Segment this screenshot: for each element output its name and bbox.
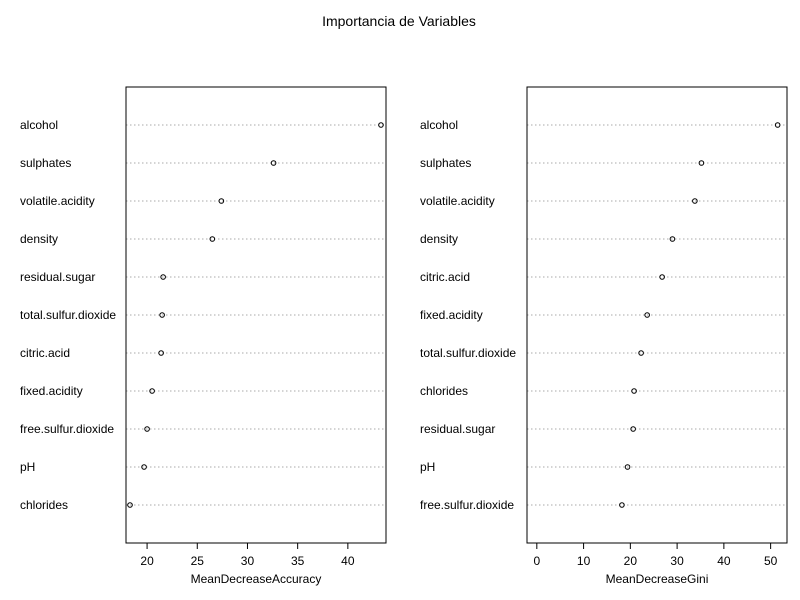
data-point	[141, 464, 147, 470]
category-label: pH	[420, 460, 435, 474]
data-point	[270, 160, 277, 166]
data-point	[149, 388, 155, 394]
category-label: chlorides	[20, 498, 68, 512]
category-label: volatile.acidity	[20, 194, 95, 208]
panel-2: alcohol sulphates volatile.acidity density c…	[420, 86, 788, 586]
category-label: fixed.acidity	[420, 308, 483, 322]
x-tick-label: 50	[764, 554, 778, 568]
x-tick-label: 40	[341, 554, 355, 568]
category-label: citric.acid	[20, 346, 70, 360]
data-point	[127, 502, 133, 508]
x-tick-label: 10	[577, 554, 591, 568]
category-label: free.sulfur.dioxide	[420, 498, 514, 512]
data-point	[644, 312, 650, 318]
category-label: alcohol	[420, 118, 458, 132]
category-label: density	[420, 232, 458, 246]
category-label: total.sulfur.dioxide	[420, 346, 516, 360]
category-label: fixed.acidity	[20, 384, 83, 398]
figure-title: Importancia de Variables	[322, 13, 476, 29]
data-point	[378, 122, 384, 128]
category-label: chlorides	[420, 384, 468, 398]
category-label: sulphates	[20, 156, 71, 170]
category-label: residual.sugar	[420, 422, 495, 436]
x-tick-label: 40	[717, 554, 731, 568]
data-point	[144, 426, 150, 432]
data-point	[619, 502, 625, 508]
data-point	[659, 274, 665, 280]
data-point	[638, 350, 644, 356]
category-label: pH	[20, 460, 35, 474]
x-axis-title: MeanDecreaseGini	[606, 572, 709, 586]
category-label: volatile.acidity	[420, 194, 495, 208]
x-tick-label: 35	[291, 554, 305, 568]
data-point	[631, 388, 637, 394]
category-label: residual.sugar	[20, 270, 95, 284]
category-label: total.sulfur.dioxide	[20, 308, 116, 322]
category-label: citric.acid	[420, 270, 470, 284]
data-point	[160, 274, 166, 280]
x-tick-label: 20	[140, 554, 154, 568]
category-label: density	[20, 232, 58, 246]
data-point	[624, 464, 631, 470]
category-label: alcohol	[20, 118, 58, 132]
data-point	[158, 350, 164, 356]
data-point	[669, 236, 676, 242]
data-point	[630, 426, 636, 432]
data-point	[209, 236, 216, 242]
x-tick-label: 0	[533, 554, 540, 568]
category-label: free.sulfur.dioxide	[20, 422, 114, 436]
data-point	[692, 198, 698, 204]
data-point	[218, 198, 225, 204]
data-point	[698, 160, 705, 166]
x-tick-label: 20	[624, 554, 638, 568]
x-tick-label: 30	[670, 554, 684, 568]
data-point	[774, 122, 781, 128]
data-point	[159, 312, 165, 318]
category-label: sulphates	[420, 156, 471, 170]
x-tick-label: 30	[241, 554, 255, 568]
panel-1: alcohol sulphates volatile.acidity density r…	[20, 86, 387, 586]
x-tick-label: 25	[191, 554, 205, 568]
x-axis-title: MeanDecreaseAccuracy	[191, 572, 322, 586]
